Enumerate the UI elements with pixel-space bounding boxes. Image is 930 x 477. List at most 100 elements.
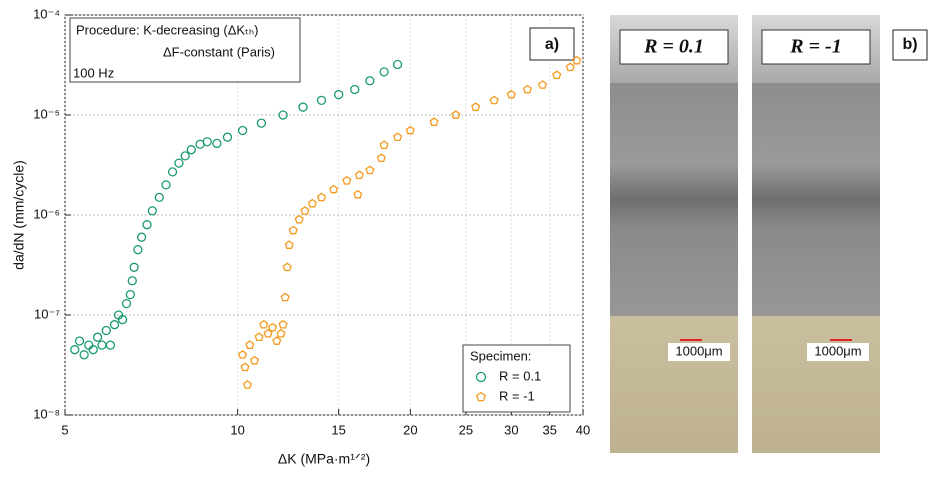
- data-point: [471, 102, 481, 111]
- data-point: [238, 349, 248, 359]
- data-point: [405, 125, 415, 135]
- y-tick-label: 10⁻⁴: [33, 6, 60, 21]
- data-point: [70, 345, 80, 355]
- data-point: [133, 245, 143, 255]
- data-point: [298, 102, 308, 112]
- data-point: [365, 76, 375, 86]
- photo-base: [752, 316, 880, 453]
- data-point: [242, 380, 252, 389]
- data-point: [212, 138, 222, 149]
- data-point: [365, 165, 375, 175]
- data-point: [329, 184, 339, 194]
- annotation-box: [69, 17, 301, 83]
- data-point: [121, 298, 132, 309]
- data-point: [167, 167, 178, 177]
- data-point: [127, 276, 137, 286]
- photo-title-box: [761, 29, 871, 65]
- scale-label-box: [807, 343, 869, 361]
- data-point: [174, 158, 184, 168]
- data-point: [88, 345, 98, 355]
- data-point: [109, 320, 120, 330]
- data-point: [565, 62, 575, 72]
- data-point: [92, 332, 103, 342]
- data-point: [276, 328, 286, 338]
- data-point: [136, 232, 147, 242]
- data-point: [379, 140, 389, 149]
- x-tick-label: 40: [576, 422, 590, 437]
- data-point: [147, 206, 158, 216]
- panel-label-box: [892, 29, 928, 61]
- data-point: [272, 336, 282, 345]
- data-point: [105, 340, 116, 350]
- data-point: [354, 170, 364, 180]
- data-point: [245, 340, 255, 349]
- data-point: [249, 355, 260, 365]
- data-point: [506, 89, 516, 99]
- y-tick-label: 10⁻⁷: [34, 306, 60, 321]
- data-point: [342, 176, 352, 185]
- data-point: [572, 55, 582, 65]
- x-tick-label: 25: [459, 422, 473, 437]
- data-point: [334, 89, 344, 100]
- data-point: [117, 314, 128, 325]
- x-tick-label: 5: [61, 422, 68, 437]
- data-point: [263, 328, 273, 338]
- panel-label-box: [529, 27, 575, 61]
- data-point: [74, 336, 85, 346]
- photo-panel: R = 0.1 1000μm R = -1 1000μm b): [610, 15, 928, 453]
- data-point: [186, 145, 196, 155]
- data-point: [180, 151, 190, 161]
- data-point: [254, 332, 264, 342]
- x-tick-label: 35: [543, 422, 557, 437]
- photo-title: R = 0.1: [643, 36, 704, 58]
- x-tick-label: 15: [331, 422, 345, 437]
- data-point: [392, 59, 403, 70]
- photo-fracture: [610, 83, 738, 316]
- legend-marker: [475, 391, 487, 402]
- data-point: [256, 118, 267, 128]
- legend-label: R = -1: [499, 388, 535, 403]
- data-point: [316, 95, 327, 106]
- data-point: [282, 262, 292, 272]
- y-tick-label: 10⁻⁵: [33, 106, 60, 121]
- annotation: Procedure: K-decreasing (ΔKₜₕ): [76, 22, 259, 37]
- data-point: [376, 153, 386, 163]
- data-point: [161, 180, 171, 190]
- data-point: [429, 117, 439, 126]
- scale-label: 1000μm: [814, 343, 861, 358]
- data-point: [278, 319, 288, 329]
- x-tick-label: 30: [504, 422, 518, 437]
- data-point: [101, 325, 111, 336]
- data-point: [240, 362, 250, 372]
- x-axis-label: ΔK (MPa·m¹ᐟ²): [278, 451, 370, 467]
- photo-base: [610, 316, 738, 453]
- panel-label: b): [902, 36, 917, 53]
- data-point: [97, 340, 107, 350]
- annotation: 100 Hz: [73, 65, 114, 80]
- legend-title: Specimen:: [470, 348, 531, 363]
- data-point: [537, 80, 548, 89]
- data-point: [222, 132, 233, 142]
- data-point: [280, 292, 290, 302]
- data-point: [451, 110, 461, 119]
- data-point: [154, 192, 164, 203]
- data-point: [522, 84, 532, 94]
- data-point: [267, 322, 278, 332]
- data-point: [237, 125, 248, 136]
- y-axis-label: da/dN (mm/cycle): [11, 160, 27, 270]
- data-point: [353, 189, 363, 199]
- data-point: [350, 84, 360, 95]
- y-tick-label: 10⁻⁶: [33, 206, 60, 221]
- x-tick-label: 20: [403, 422, 417, 437]
- data-point: [552, 70, 562, 80]
- data-point: [284, 240, 294, 249]
- data-point: [307, 198, 317, 208]
- data-point: [294, 214, 304, 224]
- data-point: [316, 192, 327, 202]
- legend-label: R = 0.1: [499, 368, 541, 383]
- scale-label-box: [668, 343, 730, 361]
- data-point: [300, 206, 310, 215]
- photo-title: R = -1: [789, 36, 841, 58]
- data-point: [84, 340, 94, 350]
